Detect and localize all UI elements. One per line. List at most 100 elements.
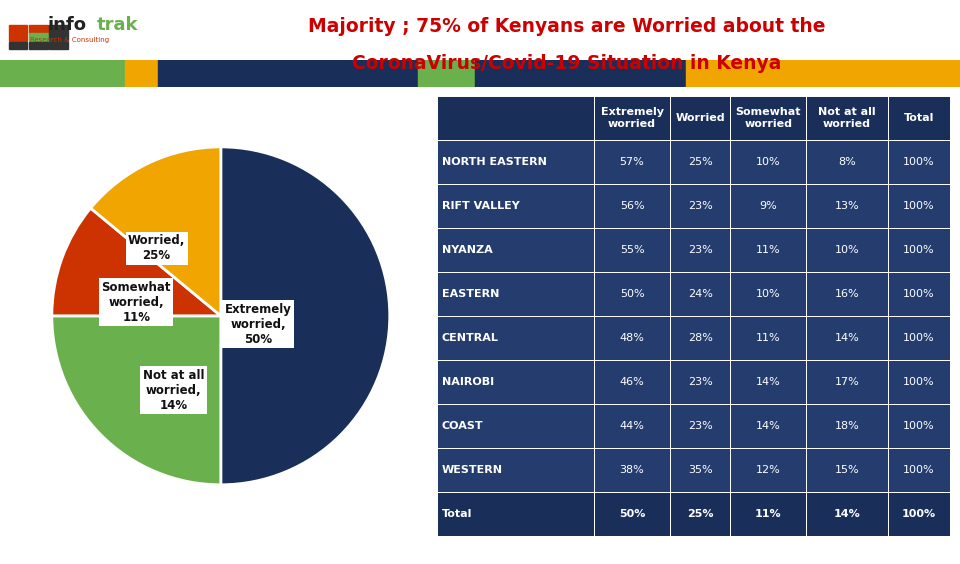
Bar <box>475 60 686 87</box>
Text: 50%: 50% <box>619 509 645 519</box>
Bar <box>594 96 670 140</box>
Text: Somewhat
worried,
11%: Somewhat worried, 11% <box>102 281 171 324</box>
Text: 23%: 23% <box>687 421 712 431</box>
Bar <box>670 404 731 448</box>
Bar <box>49 42 68 49</box>
Text: Not at all
worried: Not at all worried <box>818 107 876 129</box>
Text: Majority ; 75% of Kenyans are Worried about the: Majority ; 75% of Kenyans are Worried ab… <box>307 17 826 36</box>
Text: 16%: 16% <box>834 289 859 299</box>
Text: 23%: 23% <box>687 201 712 211</box>
Text: 18%: 18% <box>834 421 859 431</box>
Bar <box>9 42 28 49</box>
Text: 14%: 14% <box>833 509 860 519</box>
Bar <box>670 96 731 140</box>
Text: info: info <box>47 16 86 33</box>
Bar <box>731 96 806 140</box>
Bar <box>437 272 594 316</box>
Text: Extremely
worried: Extremely worried <box>601 107 663 129</box>
Bar <box>731 360 806 404</box>
Text: 10%: 10% <box>756 289 780 299</box>
Wedge shape <box>90 147 221 316</box>
Bar <box>670 316 731 360</box>
Bar <box>731 404 806 448</box>
Bar <box>887 404 950 448</box>
Bar <box>887 316 950 360</box>
Bar <box>887 140 950 184</box>
Text: Somewhat
worried: Somewhat worried <box>735 107 801 129</box>
Bar <box>437 96 594 140</box>
Bar <box>806 96 887 140</box>
Bar <box>670 184 731 228</box>
Text: 13%: 13% <box>834 201 859 211</box>
Bar <box>594 272 670 316</box>
Text: 55%: 55% <box>620 245 644 255</box>
Bar <box>418 60 475 87</box>
Text: 35%: 35% <box>687 465 712 475</box>
Bar <box>731 316 806 360</box>
Bar <box>437 492 594 536</box>
Bar <box>125 60 158 87</box>
Text: RIFT VALLEY: RIFT VALLEY <box>442 201 519 211</box>
Bar <box>437 316 594 360</box>
Bar <box>731 448 806 492</box>
Text: Worried: Worried <box>675 113 725 123</box>
Wedge shape <box>52 316 221 485</box>
Text: 100%: 100% <box>903 465 935 475</box>
Bar <box>49 25 68 33</box>
Text: 100%: 100% <box>903 245 935 255</box>
Bar <box>9 25 28 33</box>
Bar <box>594 448 670 492</box>
Bar <box>806 492 887 536</box>
Bar <box>594 316 670 360</box>
Bar <box>887 360 950 404</box>
Bar <box>29 25 48 33</box>
Bar <box>670 448 731 492</box>
Text: WESTERN: WESTERN <box>442 465 503 475</box>
Bar <box>594 184 670 228</box>
Bar <box>594 228 670 272</box>
Bar <box>731 492 806 536</box>
Bar <box>887 448 950 492</box>
Text: 100%: 100% <box>903 377 935 387</box>
Bar <box>731 184 806 228</box>
Text: Extremely
worried,
50%: Extremely worried, 50% <box>225 303 292 346</box>
Bar <box>437 360 594 404</box>
Bar <box>887 96 950 140</box>
Text: NORTH EASTERN: NORTH EASTERN <box>442 157 547 167</box>
Text: 10%: 10% <box>834 245 859 255</box>
Text: Worried,
25%: Worried, 25% <box>128 234 185 262</box>
Wedge shape <box>52 208 221 316</box>
Text: 11%: 11% <box>756 333 780 343</box>
Text: 25%: 25% <box>687 509 713 519</box>
Text: 100%: 100% <box>903 421 935 431</box>
Text: 9%: 9% <box>759 201 778 211</box>
Bar <box>887 492 950 536</box>
Text: 14%: 14% <box>834 333 859 343</box>
Bar <box>594 140 670 184</box>
Bar <box>887 272 950 316</box>
Text: 25%: 25% <box>687 157 712 167</box>
Bar <box>670 360 731 404</box>
Text: trak: trak <box>97 16 138 33</box>
Bar <box>29 33 48 41</box>
Text: 8%: 8% <box>838 157 855 167</box>
Bar <box>806 140 887 184</box>
Text: 48%: 48% <box>619 333 644 343</box>
Bar <box>806 360 887 404</box>
Text: CENTRAL: CENTRAL <box>442 333 499 343</box>
Text: 100%: 100% <box>903 333 935 343</box>
Text: 38%: 38% <box>619 465 644 475</box>
Text: Not at all
worried,
14%: Not at all worried, 14% <box>143 369 204 412</box>
Bar <box>731 272 806 316</box>
Bar <box>887 228 950 272</box>
Bar <box>437 228 594 272</box>
Text: 24%: 24% <box>687 289 712 299</box>
Bar <box>806 184 887 228</box>
Bar <box>670 272 731 316</box>
Text: 14%: 14% <box>756 421 780 431</box>
Bar <box>731 140 806 184</box>
Text: 12%: 12% <box>756 465 780 475</box>
Text: Total: Total <box>903 113 934 123</box>
Text: COAST: COAST <box>442 421 484 431</box>
Bar <box>806 228 887 272</box>
